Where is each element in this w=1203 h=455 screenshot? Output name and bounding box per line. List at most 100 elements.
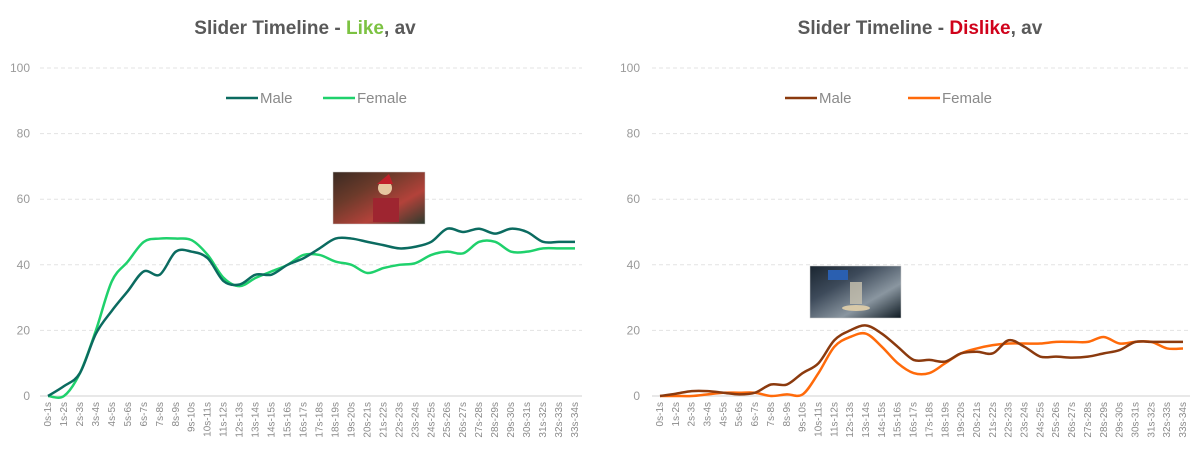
x-tick-label: 8s-9s: [782, 402, 793, 426]
x-tick-label: 30s-31s: [1130, 402, 1141, 438]
x-tick-label: 24s-25s: [1035, 402, 1046, 438]
title-prefix: Slider Timeline -: [798, 18, 950, 39]
legend-label: Female: [942, 90, 992, 107]
legend-label: Female: [357, 90, 407, 107]
dislike-chart: Slider Timeline - Dislike, av 0 20 40 60 80 10…: [620, 18, 1190, 438]
x-tick-label: 8s-9s: [171, 402, 182, 426]
x-tick-label: 7s-8s: [155, 402, 166, 426]
image-glass: [850, 282, 862, 304]
x-tick-label: 16s-17s: [299, 402, 310, 438]
y-tick-label: 40: [627, 258, 641, 272]
y-tick-label: 100: [620, 61, 640, 75]
x-tick-label: 9s-10s: [798, 402, 809, 432]
x-tick-label: 11s-12s: [829, 402, 840, 437]
image-face: [378, 181, 392, 195]
x-tick-label: 2s-3s: [687, 402, 698, 426]
title-highlight: Like: [346, 18, 384, 39]
x-tick-label: 1s-2s: [671, 402, 682, 426]
legend-label: Male: [819, 90, 852, 107]
x-tick-label: 22s-23s: [394, 402, 405, 438]
x-tick-label: 3s-4s: [91, 402, 102, 426]
legend-label: Male: [260, 90, 293, 107]
x-tick-label: 18s-19s: [330, 402, 341, 438]
x-tick-label: 19s-20s: [346, 402, 357, 438]
image-sweater: [373, 198, 399, 222]
x-tick-label: 15s-16s: [893, 402, 904, 438]
series-line-female: [47, 236, 575, 399]
x-tick-label: 21s-22s: [988, 402, 999, 438]
x-tick-label: 6s-7s: [139, 402, 150, 426]
x-tick-label: 13s-14s: [861, 402, 872, 438]
x-tick-label: 23s-24s: [1020, 402, 1031, 438]
y-tick-label: 0: [633, 389, 640, 403]
title-suffix: , av: [1011, 18, 1043, 39]
x-tick-label: 17s-18s: [314, 402, 325, 438]
title-prefix: Slider Timeline -: [194, 18, 346, 39]
x-tick-label: 18s-19s: [940, 402, 951, 438]
x-tick-label: 31s-32s: [1146, 402, 1157, 438]
x-tick-label: 10s-11s: [813, 402, 824, 437]
x-tick-label: 33s-34s: [570, 402, 581, 438]
y-tick-label: 40: [17, 258, 31, 272]
x-tick-label: 0s-1s: [655, 402, 666, 426]
x-tick-label: 22s-23s: [1004, 402, 1015, 438]
y-tick-label: 20: [627, 323, 641, 337]
x-tick-label: 29s-30s: [1115, 402, 1126, 438]
x-tick-label: 9s-10s: [187, 402, 198, 432]
x-tick-label: 7s-8s: [766, 402, 777, 426]
x-tick-label: 0s-1s: [43, 402, 54, 426]
x-tick-label: 5s-6s: [123, 402, 134, 426]
x-tick-label: 26s-27s: [458, 402, 469, 438]
y-tick-label: 100: [10, 61, 30, 75]
x-tick-label: 26s-27s: [1067, 402, 1078, 438]
x-tick-label: 3s-4s: [703, 402, 714, 426]
x-tick-label: 21s-22s: [378, 402, 389, 438]
x-tick-label: 32s-33s: [1162, 402, 1173, 438]
x-tick-label: 28s-29s: [1099, 402, 1110, 438]
x-tick-label: 15s-16s: [283, 402, 294, 438]
like-chart: Slider Timeline - Like, av 0 20 40 60 80 100 0s…: [10, 18, 582, 438]
x-tick-label: 20s-21s: [362, 402, 373, 438]
x-tick-label: 29s-30s: [506, 402, 517, 438]
x-tick-label: 1s-2s: [59, 402, 70, 426]
x-tick-label: 30s-31s: [522, 402, 533, 438]
y-tick-label: 60: [627, 192, 641, 206]
x-tick-label: 19s-20s: [956, 402, 967, 438]
x-tick-label: 5s-6s: [734, 402, 745, 426]
x-tick-label: 27s-28s: [474, 402, 485, 438]
x-tick-label: 17s-18s: [924, 402, 935, 438]
x-tick-label: 20s-21s: [972, 402, 983, 438]
title-highlight: Dislike: [949, 18, 1010, 39]
image-cookie-plate: [842, 305, 870, 311]
x-tick-label: 12s-13s: [845, 402, 856, 438]
chart-title: Slider Timeline - Dislike, av: [798, 18, 1043, 39]
x-tick-label: 11s-12s: [219, 402, 230, 437]
x-tick-label: 10s-11s: [203, 402, 214, 437]
x-tick-label: 16s-17s: [909, 402, 920, 438]
y-tick-label: 20: [17, 323, 31, 337]
x-tick-label: 27s-28s: [1083, 402, 1094, 438]
y-tick-label: 0: [23, 389, 30, 403]
x-tick-label: 14s-15s: [267, 402, 278, 438]
title-suffix: , av: [384, 18, 416, 39]
y-tick-label: 80: [17, 127, 31, 141]
image-can: [828, 270, 848, 280]
x-tick-label: 24s-25s: [426, 402, 437, 438]
x-tick-label: 6s-7s: [750, 402, 761, 426]
x-tick-label: 28s-29s: [490, 402, 501, 438]
x-tick-label: 13s-14s: [251, 402, 262, 438]
x-tick-label: 4s-5s: [718, 402, 729, 426]
x-tick-label: 12s-13s: [235, 402, 246, 438]
chart-title: Slider Timeline - Like, av: [194, 18, 416, 39]
x-tick-label: 25s-26s: [1051, 402, 1062, 438]
y-tick-label: 80: [627, 127, 641, 141]
x-tick-label: 32s-33s: [554, 402, 565, 438]
series-line-female: [659, 331, 1184, 398]
x-tick-label: 31s-32s: [538, 402, 549, 438]
series-line-male: [659, 324, 1183, 398]
x-tick-label: 14s-15s: [877, 402, 888, 438]
x-tick-label: 23s-24s: [410, 402, 421, 438]
x-tick-label: 4s-5s: [107, 402, 118, 426]
x-tick-label: 2s-3s: [75, 402, 86, 426]
